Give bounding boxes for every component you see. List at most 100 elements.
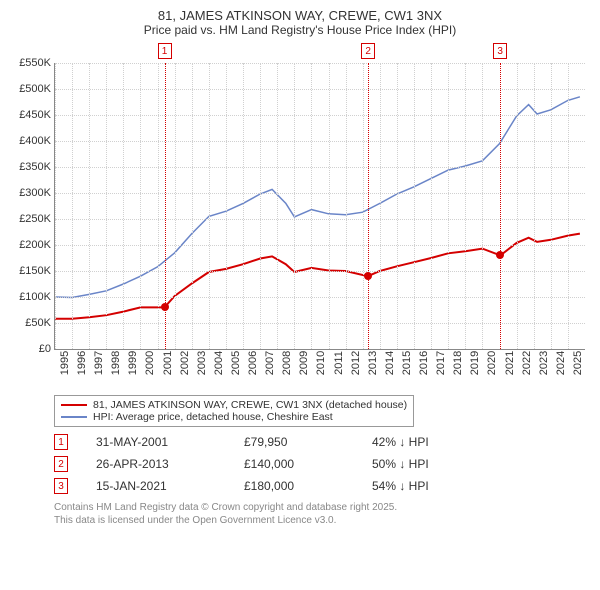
chart-subtitle: Price paid vs. HM Land Registry's House …: [8, 23, 592, 37]
gridline-vertical: [568, 63, 569, 349]
footer-attribution: Contains HM Land Registry data © Crown c…: [54, 501, 592, 527]
x-axis-label: 2004: [209, 351, 225, 375]
x-axis-label: 2020: [482, 351, 498, 375]
sales-table: 131-MAY-2001£79,95042% ↓ HPI226-APR-2013…: [54, 431, 592, 497]
chart-lines: [55, 63, 585, 349]
y-axis-label: £450K: [19, 109, 55, 121]
gridline-horizontal: [55, 245, 585, 246]
x-axis-label: 2012: [346, 351, 362, 375]
gridline-vertical: [380, 63, 381, 349]
sale-pct-vs-hpi: 54% ↓ HPI: [372, 479, 472, 493]
x-axis-label: 2006: [243, 351, 259, 375]
gridline-vertical: [346, 63, 347, 349]
gridline-vertical: [329, 63, 330, 349]
gridline-vertical: [55, 63, 56, 349]
gridline-vertical: [106, 63, 107, 349]
gridline-vertical: [311, 63, 312, 349]
sale-marker-line: [368, 63, 369, 349]
gridline-vertical: [414, 63, 415, 349]
x-axis-label: 2017: [431, 351, 447, 375]
x-axis-label: 2011: [329, 351, 345, 375]
sale-row: 3 15-JAN-2021 £180,000 54% ↓ HPI: [54, 475, 592, 497]
sale-pct-vs-hpi: 42% ↓ HPI: [372, 435, 472, 449]
gridline-vertical: [175, 63, 176, 349]
y-axis-label: £350K: [19, 161, 55, 173]
legend-swatch: [61, 416, 87, 418]
x-axis-label: 2013: [363, 351, 379, 375]
x-axis-label: 2018: [448, 351, 464, 375]
x-axis-label: 1997: [89, 351, 105, 375]
gridline-horizontal: [55, 141, 585, 142]
sale-marker-icon: 2: [54, 456, 68, 472]
footer-line-1: Contains HM Land Registry data © Crown c…: [54, 501, 592, 514]
gridline-vertical: [551, 63, 552, 349]
gridline-vertical: [277, 63, 278, 349]
gridline-vertical: [448, 63, 449, 349]
gridline-vertical: [294, 63, 295, 349]
sale-marker-dot: [364, 272, 372, 280]
x-axis-label: 2000: [140, 351, 156, 375]
y-axis-label: £500K: [19, 83, 55, 95]
gridline-horizontal: [55, 193, 585, 194]
legend-label: HPI: Average price, detached house, Ches…: [93, 411, 333, 423]
gridline-horizontal: [55, 89, 585, 90]
x-axis-label: 2021: [500, 351, 516, 375]
x-axis-label: 2005: [226, 351, 242, 375]
x-axis-label: 2014: [380, 351, 396, 375]
sale-pct-vs-hpi: 50% ↓ HPI: [372, 457, 472, 471]
gridline-vertical: [363, 63, 364, 349]
gridline-vertical: [465, 63, 466, 349]
plot-area: £0£50K£100K£150K£200K£250K£300K£350K£400…: [54, 63, 585, 350]
gridline-vertical: [260, 63, 261, 349]
x-axis-label: 1995: [55, 351, 71, 375]
gridline-vertical: [431, 63, 432, 349]
gridline-vertical: [192, 63, 193, 349]
gridline-horizontal: [55, 271, 585, 272]
y-axis-label: £300K: [19, 187, 55, 199]
sale-marker-icon: 3: [54, 478, 68, 494]
gridline-vertical: [123, 63, 124, 349]
gridline-vertical: [140, 63, 141, 349]
gridline-vertical: [72, 63, 73, 349]
sale-marker-dot: [161, 303, 169, 311]
gridline-vertical: [209, 63, 210, 349]
sale-row: 226-APR-2013£140,00050% ↓ HPI: [54, 453, 592, 475]
y-axis-label: £0: [39, 343, 55, 355]
sale-marker-box: 3: [493, 43, 507, 59]
gridline-horizontal: [55, 323, 585, 324]
y-axis-label: £250K: [19, 213, 55, 225]
y-axis-label: £400K: [19, 135, 55, 147]
gridline-horizontal: [55, 297, 585, 298]
y-axis-label: £200K: [19, 239, 55, 251]
gridline-horizontal: [55, 63, 585, 64]
sale-marker-box: 2: [361, 43, 375, 59]
gridline-vertical: [226, 63, 227, 349]
x-axis-label: 2019: [465, 351, 481, 375]
y-axis-label: £150K: [19, 265, 55, 277]
sale-row: 1 31-MAY-2001 £79,950 42% ↓ HPI: [54, 431, 592, 453]
gridline-horizontal: [55, 219, 585, 220]
x-axis-label: 2016: [414, 351, 430, 375]
x-axis-label: 2007: [260, 351, 276, 375]
sale-date: 31-MAY-2001: [96, 435, 216, 449]
gridline-horizontal: [55, 115, 585, 116]
sale-marker-box: 1: [158, 43, 172, 59]
sale-price: £140,000: [244, 457, 344, 471]
sale-marker-dot: [496, 251, 504, 259]
x-axis-label: 2010: [311, 351, 327, 375]
gridline-vertical: [89, 63, 90, 349]
legend-swatch: [61, 404, 87, 406]
sale-marker-icon: 1: [54, 434, 68, 450]
y-axis-label: £550K: [19, 57, 55, 69]
x-axis-label: 2003: [192, 351, 208, 375]
x-axis-label: 2022: [517, 351, 533, 375]
x-axis-label: 1998: [106, 351, 122, 375]
x-axis-label: 2008: [277, 351, 293, 375]
sale-price: £180,000: [244, 479, 344, 493]
gridline-horizontal: [55, 167, 585, 168]
legend: 81, JAMES ATKINSON WAY, CREWE, CW1 3NX (…: [54, 395, 414, 427]
sale-date: 15-JAN-2021: [96, 479, 216, 493]
sale-price: £79,950: [244, 435, 344, 449]
gridline-vertical: [517, 63, 518, 349]
x-axis-label: 2001: [158, 351, 174, 375]
